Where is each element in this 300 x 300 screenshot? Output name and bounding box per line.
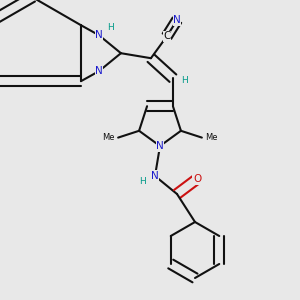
Text: H: H	[182, 76, 188, 85]
Text: N: N	[95, 66, 103, 76]
Text: Me: Me	[102, 133, 114, 142]
Text: Me: Me	[206, 133, 218, 142]
Text: N: N	[151, 171, 159, 181]
Text: N: N	[156, 141, 164, 151]
Text: C: C	[163, 31, 171, 41]
Text: H: H	[108, 23, 114, 32]
Text: H: H	[140, 176, 146, 185]
Text: N: N	[173, 15, 181, 25]
Text: N: N	[95, 30, 103, 40]
Text: O: O	[193, 174, 201, 184]
